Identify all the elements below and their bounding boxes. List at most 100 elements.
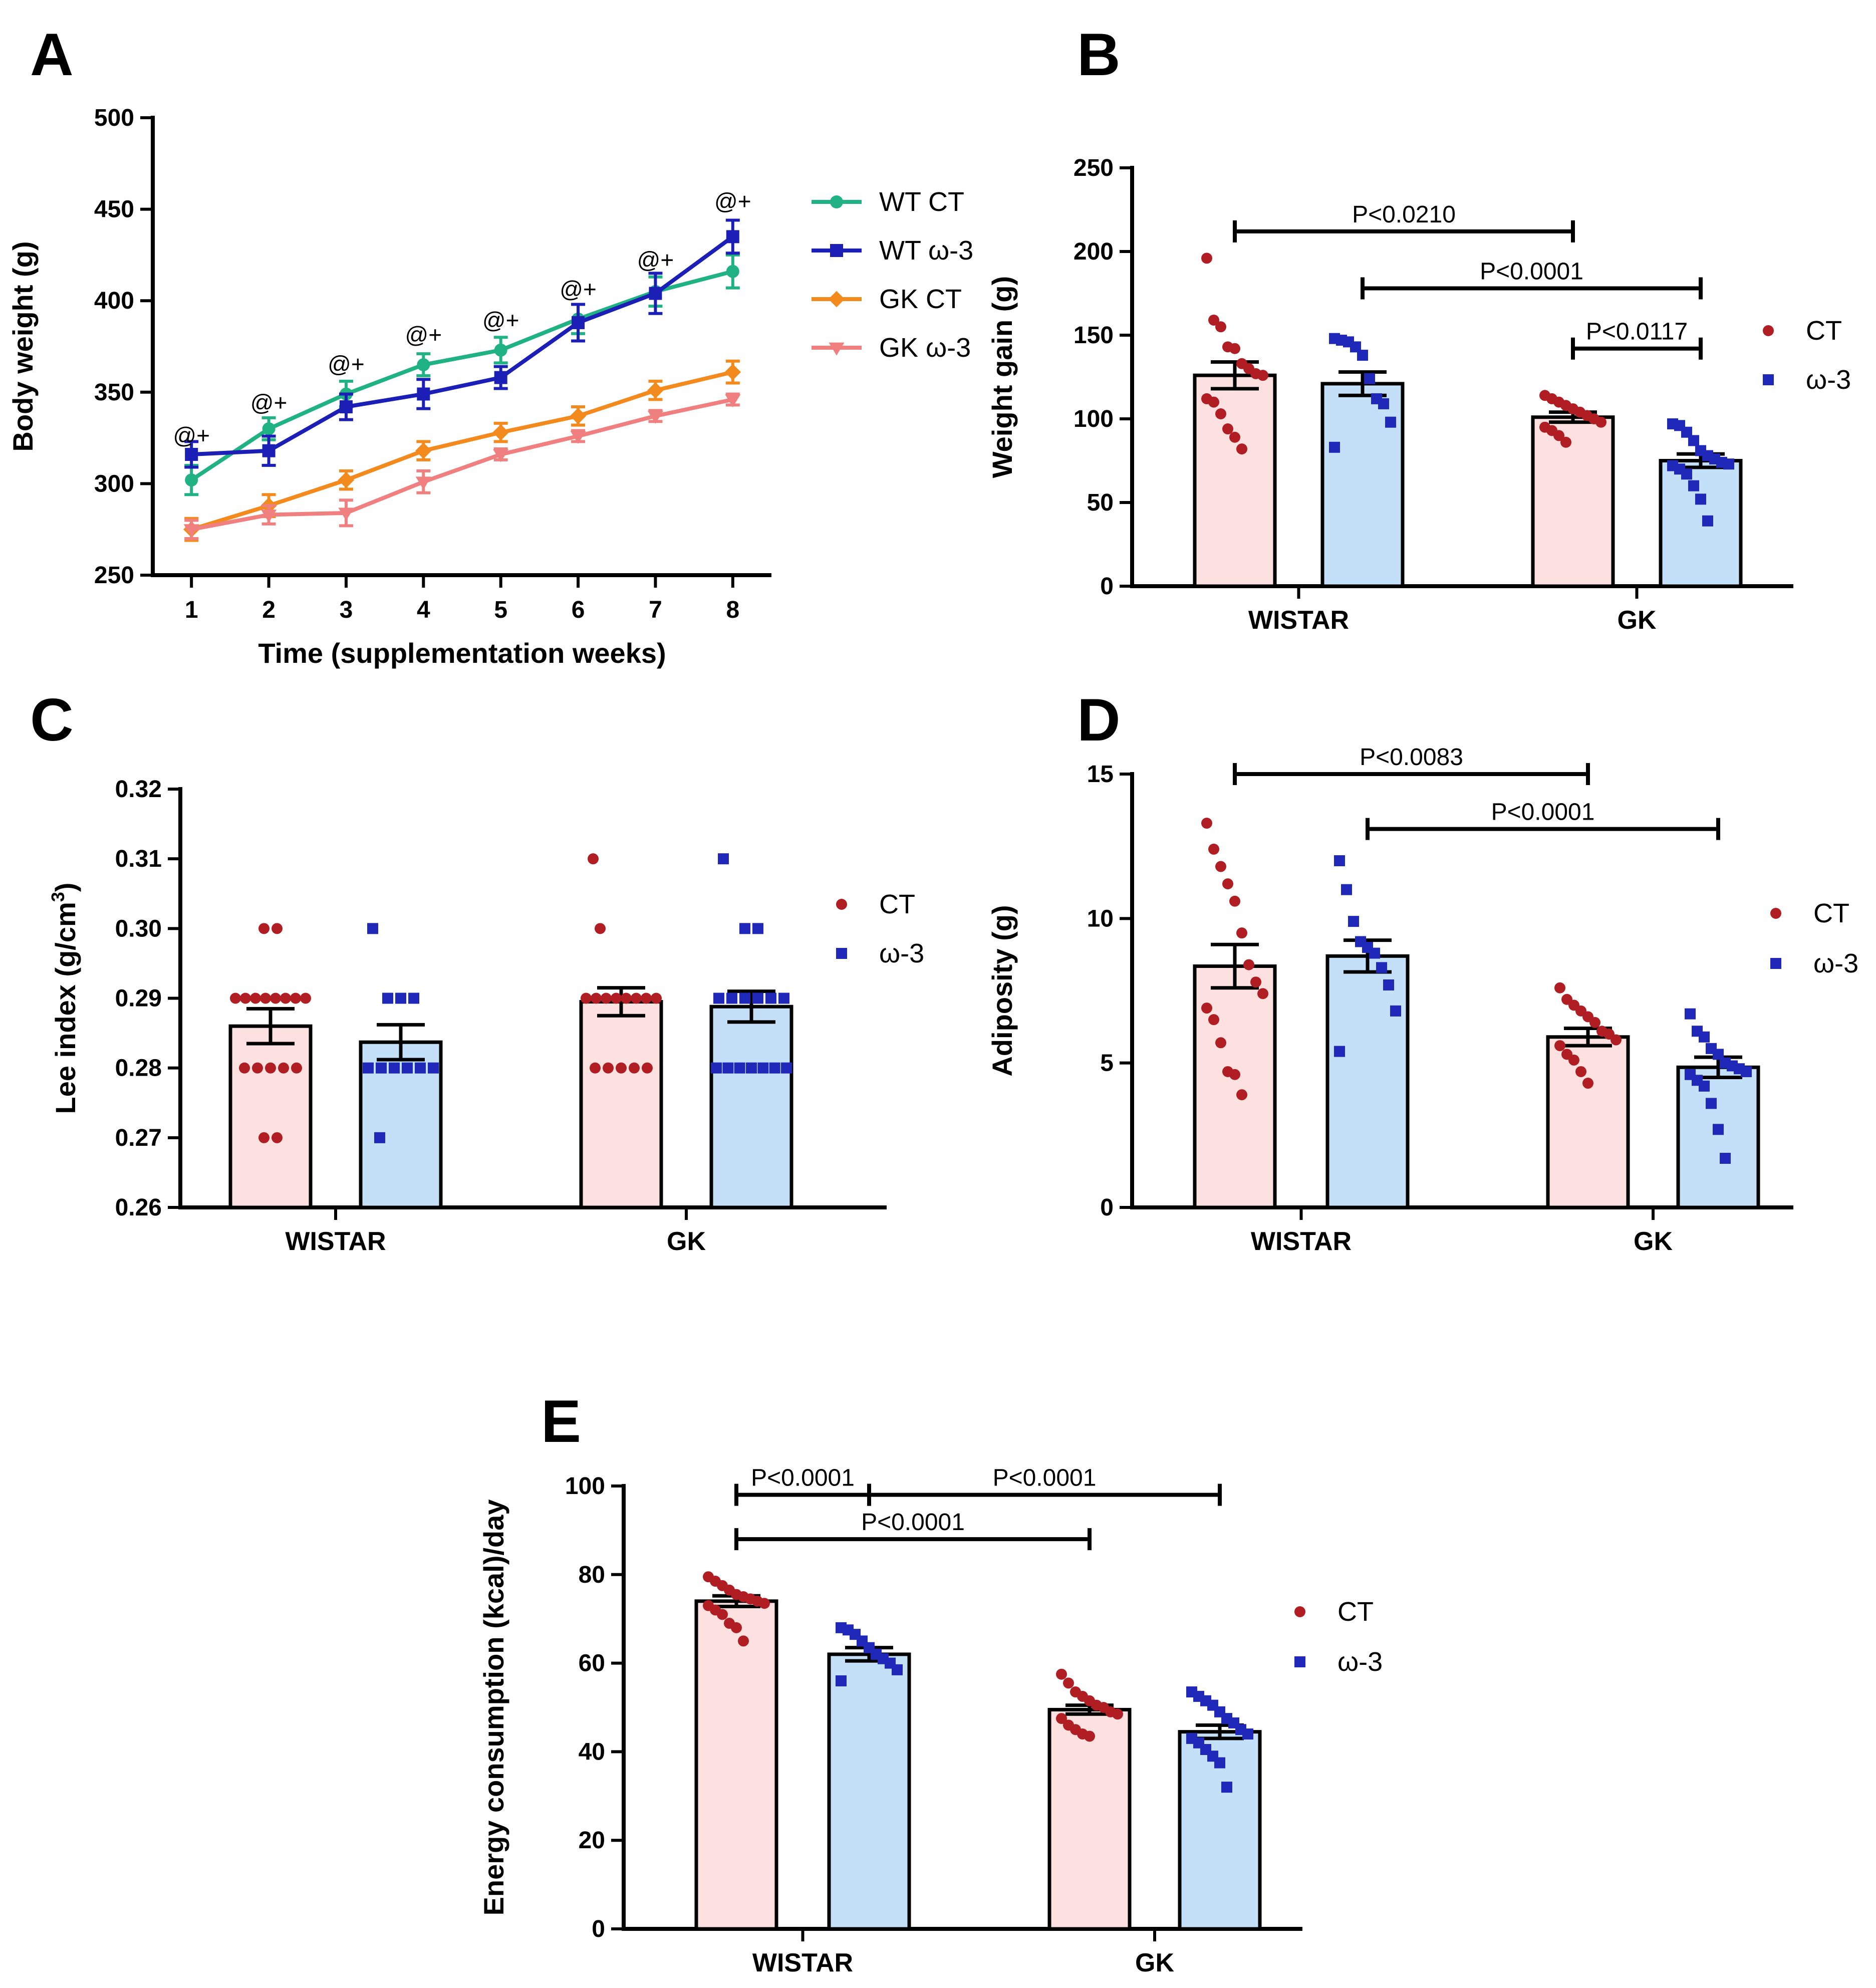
legend-marker	[1294, 1656, 1305, 1667]
y-tick-label: 60	[579, 1650, 605, 1677]
data-point	[1229, 895, 1240, 907]
data-point	[1229, 431, 1240, 443]
data-point	[746, 1062, 757, 1074]
data-point	[738, 1635, 749, 1647]
data-point	[262, 422, 276, 435]
legend-entry: GK CT	[812, 284, 962, 314]
p-value-label: P<0.0001	[1480, 258, 1583, 285]
data-point	[595, 923, 606, 934]
y-tick-label: 250	[1074, 155, 1114, 181]
p-value-label: P<0.0001	[751, 1465, 855, 1492]
data-point	[1350, 341, 1361, 353]
y-axis-label-text: Body weight (g)	[7, 241, 39, 452]
legend-marker	[828, 291, 845, 308]
x-tick-label: GK	[667, 1227, 706, 1256]
data-point	[1229, 1069, 1240, 1080]
series-ct	[1193, 253, 1615, 588]
data-point	[1376, 962, 1387, 973]
panel-label: E	[541, 1388, 581, 1455]
y-axis-label-close: )	[50, 883, 81, 892]
data-point	[731, 1622, 742, 1633]
panel-b: B 0 50 100 150 200 250 Weight gain (g) WISTAR GK P…	[986, 21, 1851, 635]
p-value-label: P<0.0001	[861, 1509, 965, 1536]
data-point	[280, 992, 291, 1004]
data-point	[395, 992, 406, 1004]
data-point	[270, 992, 281, 1004]
data-point	[1681, 426, 1692, 438]
significance-bracket: P<0.0083	[1233, 744, 1590, 785]
data-point	[1214, 1757, 1225, 1769]
data-point	[492, 424, 509, 441]
legend-marker	[830, 244, 843, 257]
significance-bracket: P<0.0001	[734, 1509, 1092, 1551]
bar	[1325, 954, 1410, 1209]
y-tick-label: 0	[1100, 1194, 1114, 1221]
data-point	[752, 923, 763, 934]
bar	[709, 1005, 793, 1209]
data-point	[649, 287, 662, 300]
data-point	[230, 992, 241, 1004]
y-tick-label: 400	[94, 288, 134, 314]
y-tick-label: 0	[1100, 573, 1114, 600]
data-point	[641, 992, 652, 1004]
y-axis-label-text: Lee index (g/cm	[50, 902, 81, 1114]
data-point	[1560, 436, 1571, 448]
data-point	[1357, 350, 1368, 361]
data-point	[1688, 480, 1699, 491]
data-point	[1713, 1049, 1724, 1060]
data-point	[647, 382, 664, 399]
data-point	[1208, 396, 1219, 408]
y-tick-label: 0.30	[115, 915, 162, 942]
annotation: @+	[560, 276, 597, 302]
y-axis-label: Lee index (g/cm3)	[48, 883, 81, 1114]
data-point	[415, 476, 431, 490]
bar	[694, 1599, 778, 1931]
legend-entry: WT ω-3	[812, 235, 973, 266]
legend-entry: GK ω-3	[812, 333, 971, 363]
data-point	[590, 1062, 601, 1074]
legend-marker	[1763, 374, 1774, 385]
x-tick-label: 2	[262, 597, 276, 623]
data-point	[601, 992, 612, 1004]
series-gk-3	[183, 392, 741, 540]
data-point	[494, 371, 507, 384]
p-value-label: P<0.0001	[993, 1465, 1097, 1492]
bar	[579, 1000, 663, 1209]
data-point	[185, 473, 198, 487]
y-tick-label: 0.26	[115, 1194, 162, 1221]
data-point	[570, 431, 586, 444]
panel-label: C	[30, 686, 74, 754]
y-tick-label: 350	[94, 379, 134, 406]
bar	[1047, 1707, 1132, 1931]
legend-entry: CT	[1763, 316, 1842, 346]
data-point	[291, 1062, 302, 1074]
legend-label: ω-3	[1337, 1647, 1383, 1677]
significance-bracket: P<0.0001	[1361, 258, 1703, 300]
bar	[228, 1024, 313, 1209]
data-point	[374, 1132, 385, 1143]
data-point	[1215, 321, 1226, 333]
x-tick-label: WISTAR	[1248, 606, 1349, 635]
data-point	[1243, 959, 1254, 970]
data-point	[711, 1062, 722, 1074]
data-point	[1568, 1054, 1579, 1066]
y-tick-label: 500	[94, 105, 134, 131]
y-tick-label: 300	[94, 470, 134, 497]
data-point	[1720, 1152, 1731, 1164]
data-point	[726, 230, 739, 243]
data-point	[258, 1132, 270, 1143]
x-tick-label: WISTAR	[285, 1227, 386, 1256]
y-tick-label: 150	[1074, 322, 1114, 349]
data-point	[629, 1062, 640, 1074]
data-point	[1257, 370, 1268, 381]
panel-label: A	[30, 21, 74, 88]
x-tick-label: 5	[494, 597, 507, 623]
data-point	[262, 444, 276, 457]
legend-marker	[830, 195, 843, 208]
data-point	[1688, 435, 1699, 446]
legend-label: GK ω-3	[879, 333, 971, 363]
data-point	[1685, 1008, 1696, 1020]
data-point	[1222, 878, 1233, 890]
data-point	[1589, 1017, 1600, 1028]
data-point	[836, 1675, 847, 1686]
